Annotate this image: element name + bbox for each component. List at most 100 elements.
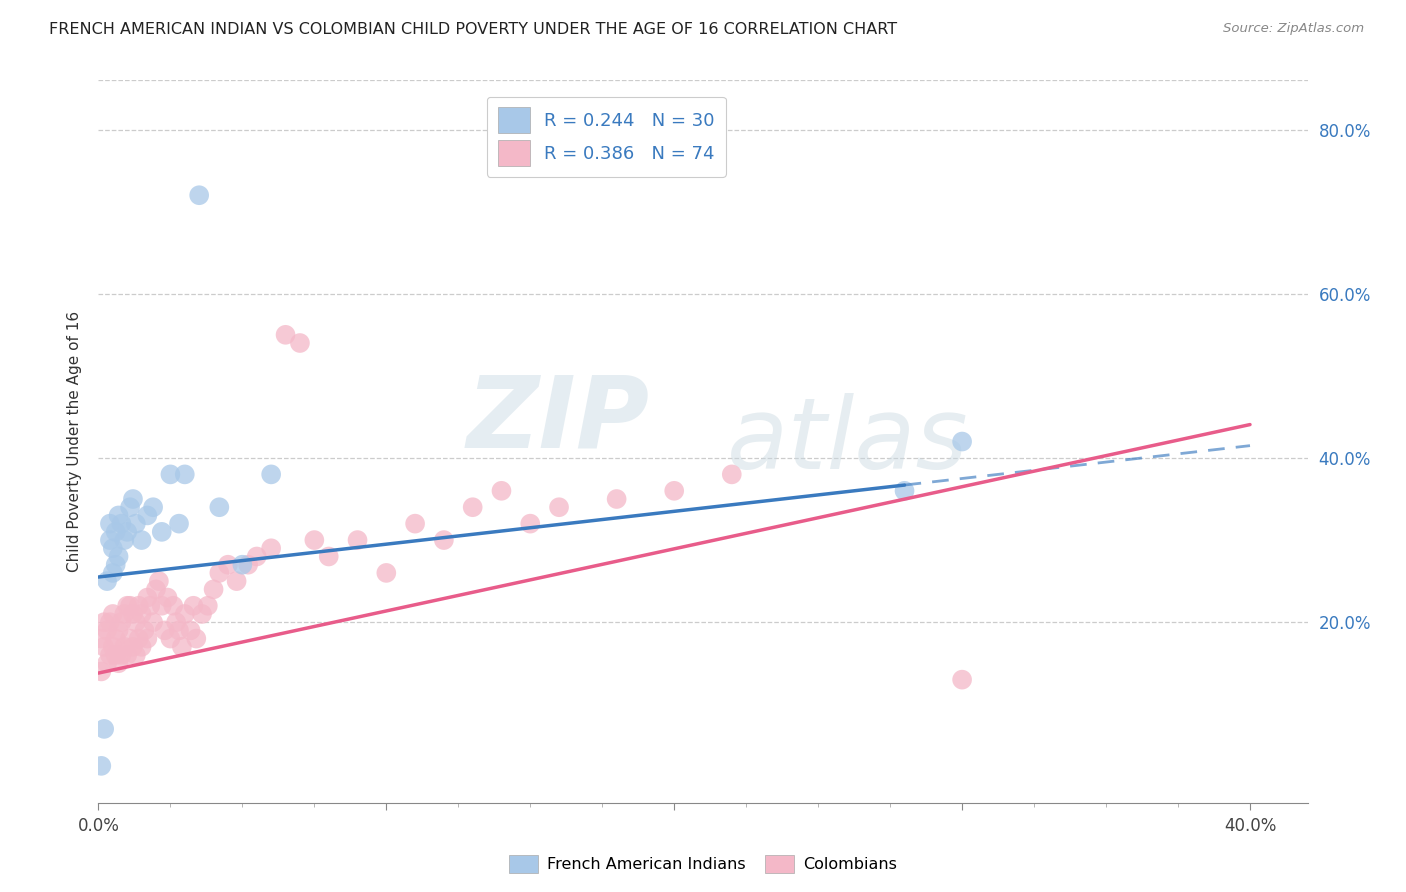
Point bbox=[104, 524, 127, 539]
Point bbox=[107, 508, 129, 523]
Point bbox=[122, 607, 145, 621]
Point bbox=[162, 599, 184, 613]
Point bbox=[110, 516, 132, 531]
Point bbox=[139, 599, 162, 613]
Point bbox=[112, 607, 135, 621]
Point bbox=[101, 607, 124, 621]
Point bbox=[104, 558, 127, 572]
Point bbox=[664, 483, 686, 498]
Point bbox=[165, 615, 187, 630]
Point bbox=[167, 624, 190, 638]
Point bbox=[375, 566, 398, 580]
Point bbox=[156, 591, 179, 605]
Point bbox=[159, 632, 181, 646]
Point bbox=[93, 615, 115, 630]
Point bbox=[96, 574, 118, 588]
Point bbox=[183, 599, 205, 613]
Point bbox=[96, 624, 118, 638]
Point bbox=[260, 541, 283, 556]
Point bbox=[236, 558, 259, 572]
Point bbox=[950, 673, 973, 687]
Point bbox=[159, 467, 181, 482]
Point bbox=[274, 327, 297, 342]
Text: ZIP: ZIP bbox=[467, 371, 650, 468]
Point bbox=[115, 599, 138, 613]
Point bbox=[115, 648, 138, 662]
Point bbox=[202, 582, 225, 597]
Point bbox=[98, 615, 121, 630]
Point bbox=[606, 491, 628, 506]
Point bbox=[950, 434, 973, 449]
Point bbox=[122, 491, 145, 506]
Text: Source: ZipAtlas.com: Source: ZipAtlas.com bbox=[1223, 22, 1364, 36]
Point bbox=[107, 657, 129, 671]
Point bbox=[519, 516, 541, 531]
Point bbox=[120, 632, 142, 646]
Point bbox=[231, 558, 253, 572]
Point bbox=[98, 516, 121, 531]
Point bbox=[186, 632, 208, 646]
Point bbox=[491, 483, 513, 498]
Point bbox=[112, 533, 135, 547]
Text: atlas: atlas bbox=[727, 393, 969, 490]
Point bbox=[101, 640, 124, 654]
Point bbox=[225, 574, 247, 588]
Point bbox=[246, 549, 269, 564]
Point bbox=[260, 467, 283, 482]
Point bbox=[191, 607, 214, 621]
Point bbox=[404, 516, 426, 531]
Point bbox=[98, 533, 121, 547]
Point bbox=[110, 615, 132, 630]
Point bbox=[150, 524, 173, 539]
Point bbox=[96, 657, 118, 671]
Point bbox=[548, 500, 571, 515]
Point bbox=[98, 648, 121, 662]
Point bbox=[136, 591, 159, 605]
Point bbox=[136, 508, 159, 523]
Point bbox=[134, 624, 156, 638]
Point bbox=[170, 640, 193, 654]
Point bbox=[93, 722, 115, 736]
Point bbox=[112, 640, 135, 654]
Point bbox=[150, 599, 173, 613]
Point bbox=[153, 624, 176, 638]
Point bbox=[197, 599, 219, 613]
Point bbox=[346, 533, 368, 547]
Point bbox=[304, 533, 326, 547]
Point bbox=[188, 188, 211, 202]
Point bbox=[142, 615, 165, 630]
Point bbox=[104, 632, 127, 646]
Point bbox=[90, 632, 112, 646]
Point bbox=[128, 632, 150, 646]
Point bbox=[128, 599, 150, 613]
Point bbox=[318, 549, 340, 564]
Point bbox=[101, 566, 124, 580]
Text: FRENCH AMERICAN INDIAN VS COLOMBIAN CHILD POVERTY UNDER THE AGE OF 16 CORRELATIO: FRENCH AMERICAN INDIAN VS COLOMBIAN CHIL… bbox=[49, 22, 897, 37]
Point bbox=[180, 624, 202, 638]
Point bbox=[208, 566, 231, 580]
Point bbox=[217, 558, 239, 572]
Point bbox=[148, 574, 170, 588]
Point bbox=[125, 516, 148, 531]
Point bbox=[433, 533, 456, 547]
Point bbox=[131, 607, 153, 621]
Point bbox=[167, 516, 190, 531]
Point bbox=[893, 483, 915, 498]
Point bbox=[107, 624, 129, 638]
Point bbox=[93, 640, 115, 654]
Point bbox=[125, 648, 148, 662]
Point bbox=[101, 541, 124, 556]
Legend: R = 0.244   N = 30, R = 0.386   N = 74: R = 0.244 N = 30, R = 0.386 N = 74 bbox=[486, 96, 725, 177]
Point bbox=[136, 632, 159, 646]
Point bbox=[115, 524, 138, 539]
Point bbox=[142, 500, 165, 515]
Point bbox=[120, 599, 142, 613]
Point bbox=[288, 336, 311, 351]
Point bbox=[461, 500, 484, 515]
Point bbox=[173, 467, 195, 482]
Legend: French American Indians, Colombians: French American Indians, Colombians bbox=[502, 848, 904, 880]
Point bbox=[120, 500, 142, 515]
Y-axis label: Child Poverty Under the Age of 16: Child Poverty Under the Age of 16 bbox=[66, 311, 82, 572]
Point bbox=[208, 500, 231, 515]
Point bbox=[110, 648, 132, 662]
